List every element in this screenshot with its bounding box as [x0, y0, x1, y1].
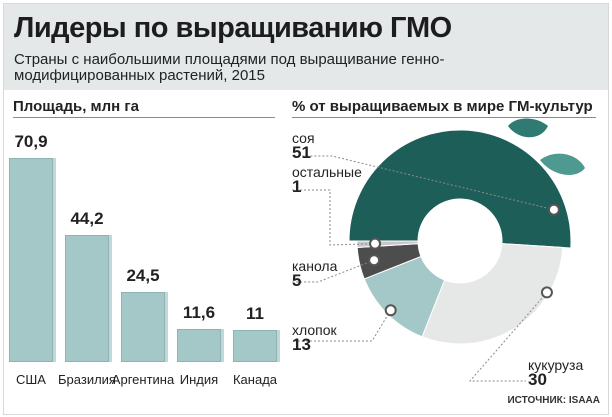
bar-category-label: Канада [232, 372, 278, 387]
donut-chart-title: % от выращиваемых в мире ГМ-культур [292, 98, 593, 115]
leader-marker [540, 286, 553, 299]
leader-marker [369, 237, 382, 250]
leaf-decoration [508, 118, 585, 175]
leader-line [292, 155, 555, 211]
bar-0 [9, 158, 53, 362]
bar-value-label: 11 [246, 304, 264, 323]
leader-marker [368, 254, 381, 267]
bar-3 [177, 329, 221, 362]
bar-value-label: 70,9 [14, 132, 48, 151]
bar-category-label: Индия [179, 372, 219, 387]
bar-value-label: 24,5 [126, 266, 160, 285]
leader-marker [547, 203, 560, 216]
slice-value-cotton: 13 [292, 335, 311, 354]
source-note: ИСТОЧНИК: ISAAA [507, 395, 600, 406]
donut-chart-divider [292, 117, 596, 118]
leaf-icon [508, 118, 548, 138]
slice-value-corn: 30 [528, 370, 547, 389]
bar-value-label: 44,2 [70, 209, 104, 228]
leader-line [292, 189, 376, 246]
leaf-icon [540, 153, 585, 175]
slice-value-other: 1 [292, 177, 302, 196]
bar-2 [121, 292, 165, 362]
leader-line [292, 310, 392, 342]
bar-category-label: Бразилия [58, 372, 116, 387]
leader-marker [384, 304, 397, 317]
bar-1 [65, 235, 109, 362]
slice-label-other: остальные [292, 164, 362, 180]
bar-value-label: 11,6 [182, 303, 216, 322]
bar-category-label: Аргентина [111, 372, 175, 387]
bar-4 [233, 330, 277, 362]
header-band [4, 4, 608, 90]
page-subtitle: Страны с наибольшими площадями под выращ… [14, 51, 445, 84]
donut-slice-0 [348, 129, 572, 249]
slice-label-canola: канола [292, 258, 338, 274]
page-title: Лидеры по выращиванию ГМО [14, 12, 452, 44]
infographic-frame [3, 3, 609, 415]
slice-label-cotton: хлопок [292, 322, 337, 338]
slice-label-soy: соя [292, 130, 315, 146]
slice-value-canola: 5 [292, 271, 302, 290]
bar-chart-title: Площадь, млн га [13, 98, 139, 115]
slice-value-soy: 51 [292, 143, 311, 162]
bar-category-label: США [16, 372, 46, 387]
leader-line [292, 259, 375, 283]
bar-chart-divider [13, 117, 275, 118]
slice-label-corn: кукуруза [528, 357, 584, 373]
leader-line [468, 292, 548, 382]
